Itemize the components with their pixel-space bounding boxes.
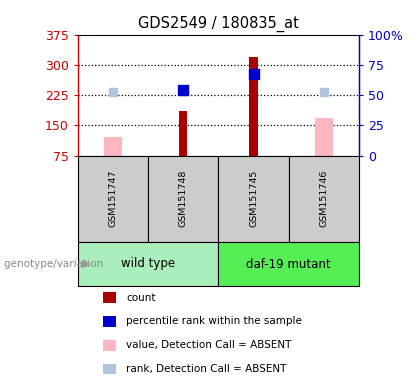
Text: count: count xyxy=(126,293,155,303)
Text: GSM151747: GSM151747 xyxy=(108,170,117,227)
Bar xyxy=(249,57,258,156)
Text: GSM151745: GSM151745 xyxy=(249,170,258,227)
Point xyxy=(250,71,257,77)
Point xyxy=(110,89,116,95)
Title: GDS2549 / 180835_at: GDS2549 / 180835_at xyxy=(138,16,299,32)
Text: GSM151746: GSM151746 xyxy=(320,170,328,227)
Point xyxy=(180,87,186,93)
Text: ▶: ▶ xyxy=(82,259,90,269)
Text: value, Detection Call = ABSENT: value, Detection Call = ABSENT xyxy=(126,340,291,350)
Text: genotype/variation: genotype/variation xyxy=(4,259,107,269)
Text: daf-19 mutant: daf-19 mutant xyxy=(247,258,331,270)
Text: rank, Detection Call = ABSENT: rank, Detection Call = ABSENT xyxy=(126,364,286,374)
Bar xyxy=(315,118,333,156)
Text: percentile rank within the sample: percentile rank within the sample xyxy=(126,316,302,326)
Text: wild type: wild type xyxy=(121,258,175,270)
Point xyxy=(320,89,327,95)
Text: GSM151748: GSM151748 xyxy=(179,170,188,227)
Bar xyxy=(179,111,187,156)
Bar xyxy=(104,137,122,156)
